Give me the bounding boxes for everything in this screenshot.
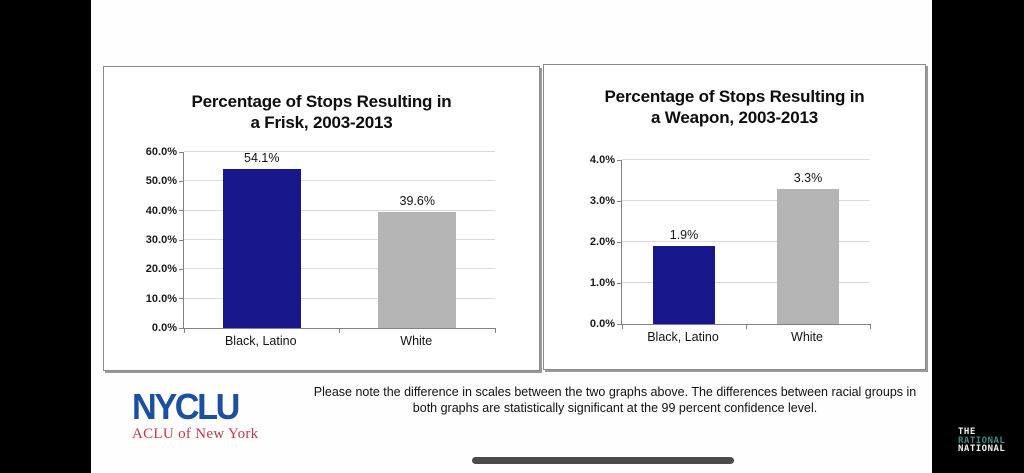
chart-title-line: Percentage of Stops Resulting in	[191, 92, 452, 111]
y-axis-tick	[179, 151, 184, 153]
bar-value-label: 39.6%	[399, 193, 435, 208]
gridline	[184, 209, 495, 211]
y-tick-label: 20.0%	[145, 263, 177, 276]
y-axis-tick	[617, 323, 622, 325]
gridline	[184, 268, 495, 270]
plot-area: 0.0% 10.0% 20.0% 30.0% 40.0% 50.0% 60.0% 54.1% 3…	[146, 146, 496, 334]
y-axis-tick	[617, 241, 622, 243]
category-axis: Black, Latino White	[621, 330, 869, 344]
bar-slot: 1.9%	[622, 160, 746, 324]
gridline	[184, 239, 495, 240]
y-tick-label: 0.0%	[151, 322, 177, 334]
video-scrubber[interactable]	[472, 457, 734, 464]
x-axis-tick	[339, 328, 340, 333]
chart-title: Percentage of Stops Resulting in a Frisk…	[104, 91, 539, 133]
x-axis-tick	[621, 324, 623, 329]
y-axis-tick	[179, 298, 184, 300]
watermark-line-national: NATIONAL	[958, 444, 1006, 454]
y-tick-label: 60.0%	[145, 146, 177, 158]
y-tick-label: 2.0%	[589, 236, 615, 248]
y-tick-label: 50.0%	[145, 175, 177, 188]
plot-area: 0.0% 1.0% 2.0% 3.0% 4.0% 1.9% 3.3%	[590, 154, 871, 330]
rational-national-watermark: THE RATIONAL NATIONAL	[958, 428, 1005, 454]
bar-white	[777, 188, 839, 324]
y-tick-label: 1.0%	[589, 277, 615, 289]
y-axis-tick	[617, 282, 622, 284]
bar-slot: 39.6%	[340, 152, 496, 328]
chart-title-line: a Weapon, 2003-2013	[651, 108, 818, 127]
bar-black-latino	[222, 169, 301, 328]
right-pillarbox	[932, 0, 1024, 473]
bar-value-label: 1.9%	[669, 228, 699, 243]
y-tick-label: 3.0%	[589, 195, 615, 207]
y-tick-label: 0.0%	[589, 318, 615, 330]
x-axis-tick	[494, 328, 496, 333]
watermark-line-rational: RATIONAL	[958, 435, 1006, 446]
bar-black-latino	[653, 246, 715, 324]
y-axis-tick	[617, 159, 622, 161]
note-line: Please note the difference in scales bet…	[313, 385, 917, 399]
y-tick-label: 40.0%	[145, 204, 177, 217]
gridline	[184, 297, 495, 299]
scale-disclaimer-note: Please note the difference in scales bet…	[300, 384, 930, 416]
chart-panel-frisk: Percentage of Stops Resulting in a Frisk…	[103, 66, 540, 371]
y-tick-label: 4.0%	[589, 154, 615, 166]
y-axis-tick	[179, 268, 184, 270]
nyclu-wordmark: NYCLU	[132, 386, 240, 427]
category-axis: Black, Latino White	[183, 334, 494, 348]
y-axis-tick	[179, 180, 184, 182]
nyclu-tagline: ACLU of New York	[132, 426, 259, 442]
y-tick-label: 30.0%	[145, 234, 177, 246]
watermark-line-the: THE	[958, 427, 976, 437]
bar-slot: 54.1%	[184, 151, 340, 328]
y-axis-tick	[179, 210, 184, 212]
slide-canvas: Percentage of Stops Resulting in a Frisk…	[91, 0, 932, 473]
x-axis-tick	[183, 328, 185, 333]
category-label: Black, Latino	[647, 330, 719, 344]
gridline	[184, 180, 495, 182]
chart-title-line: Percentage of Stops Resulting in	[604, 87, 865, 106]
bar-value-label: 3.3%	[793, 170, 823, 185]
y-axis-tick	[179, 327, 184, 329]
x-axis-tick	[869, 324, 871, 329]
bar-value-label: 54.1%	[244, 151, 280, 166]
chart-title-line: a Frisk, 2003-2013	[250, 113, 393, 132]
x-axis-tick	[745, 324, 747, 329]
gridline	[622, 159, 870, 160]
bar-slot: 3.3%	[746, 160, 870, 324]
y-axis-tick	[617, 200, 622, 202]
category-label: White	[400, 334, 433, 348]
category-label: White	[791, 330, 823, 344]
nyclu-logo: NYCLU ACLU of New York	[132, 386, 332, 443]
gridline	[622, 282, 870, 283]
y-tick-label: 10.0%	[145, 292, 177, 305]
chart-panel-weapon: Percentage of Stops Resulting in a Weapo…	[543, 64, 926, 370]
left-pillarbox	[0, 0, 91, 473]
gridline	[184, 151, 495, 152]
y-axis-tick	[179, 239, 184, 241]
category-label: Black, Latino	[224, 334, 297, 348]
note-line: both graphs are statistically significan…	[412, 401, 818, 415]
chart-title: Percentage of Stops Resulting in a Weapo…	[544, 86, 925, 128]
gridline	[622, 241, 870, 242]
gridline	[622, 200, 870, 201]
bar-white	[378, 211, 457, 328]
